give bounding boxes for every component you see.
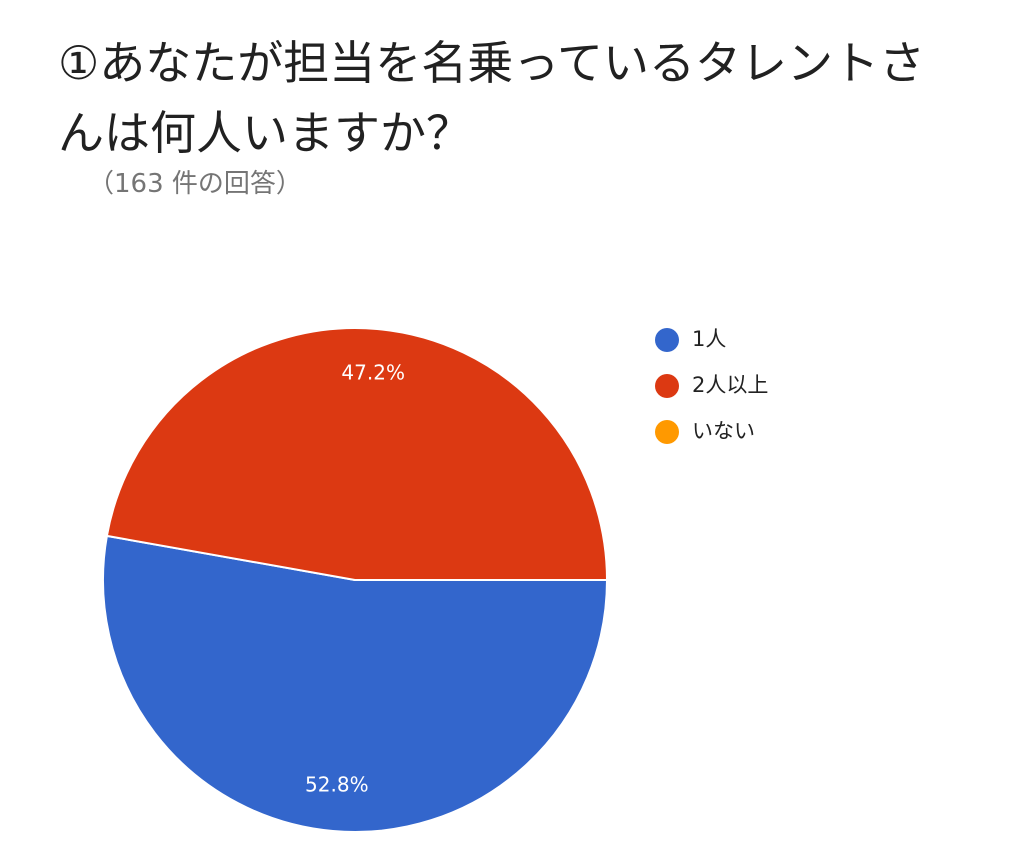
legend-label: いない [692, 419, 755, 443]
slice-label: 52.8% [305, 773, 369, 797]
legend-swatch [655, 374, 679, 398]
chart-title: ①あなたが担当を名乗っているタレントさんは何人いますか？ [58, 36, 925, 160]
pie-slice [102, 534, 609, 833]
legend-swatch [655, 328, 679, 352]
chart-subtitle: （163 件の回答） [88, 169, 302, 199]
legend-label: 2人以上 [692, 373, 768, 397]
legend-swatch [655, 420, 679, 444]
legend-label: 1人 [692, 327, 726, 351]
pie-slice [105, 327, 609, 581]
slice-label: 47.2% [341, 360, 405, 384]
